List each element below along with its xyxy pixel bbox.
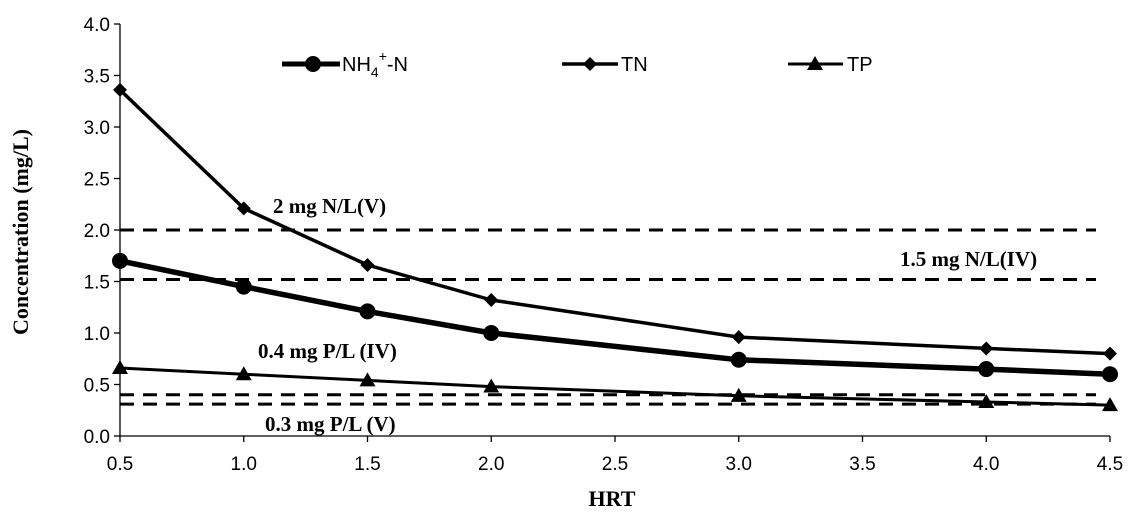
y-tick-label-1: 0.5	[84, 376, 110, 397]
point-nh4-0	[112, 252, 128, 269]
point-tn-4	[731, 330, 746, 345]
y-axis-title: Concentration (mg/L)	[8, 129, 33, 335]
legend-nh4-tail: -N	[387, 54, 408, 76]
point-tp-2	[359, 372, 376, 387]
legend: NH4+-N TN TP	[282, 48, 873, 80]
legend-label-nh4: NH4+-N	[342, 48, 408, 80]
y-tick-label-0: 0.0	[84, 427, 110, 448]
point-tn-5	[979, 341, 994, 356]
x-tick-label-5: 3.0	[726, 454, 752, 475]
point-tp-3	[483, 378, 500, 393]
x-tick-label-6: 3.5	[849, 454, 875, 475]
series-tn	[113, 82, 1117, 361]
point-tp-4	[730, 387, 747, 402]
series-tp	[112, 360, 1118, 412]
x-tick-label-3: 2.0	[478, 454, 504, 475]
point-nh4-5	[978, 361, 995, 378]
legend-nh4-main: NH	[342, 54, 371, 76]
point-tp-0	[112, 360, 128, 375]
point-nh4-2	[359, 303, 376, 320]
point-tp-6	[1102, 397, 1118, 412]
x-tick-label-7: 4.0	[973, 454, 999, 475]
y-tick-label-4: 2.0	[84, 221, 110, 242]
legend-nh4-sup: +	[379, 48, 387, 64]
series-nh4	[112, 252, 1118, 383]
point-nh4-1	[235, 278, 252, 295]
point-tp-5	[978, 394, 995, 409]
series-layer	[112, 82, 1118, 412]
y-tick-label-2: 1.0	[84, 324, 110, 345]
x-tick-label-8: 4.5	[1097, 454, 1123, 475]
ref-label-p-v: 0.3 mg P/L (V)	[265, 412, 396, 436]
x-tick-label-1: 1.0	[231, 454, 257, 475]
y-tick-label-3: 1.5	[84, 273, 110, 294]
point-tn-0	[113, 82, 127, 97]
series-line-tp	[119, 366, 1111, 407]
legend-label-tn: TN	[621, 54, 648, 76]
legend-marker-tn	[583, 57, 597, 71]
x-tick-label-0: 0.5	[107, 454, 133, 475]
point-tn-3	[484, 293, 499, 308]
x-tick-label-4: 2.5	[602, 454, 628, 475]
y-tick-label-5: 2.5	[84, 170, 110, 191]
x-tick-label-2: 1.5	[354, 454, 380, 475]
reference-lines	[120, 228, 1096, 406]
series-line-tn	[118, 88, 1111, 356]
legend-label-tp: TP	[847, 54, 873, 76]
y-tick-label-6: 3.0	[84, 118, 110, 139]
point-tn-1	[236, 201, 251, 216]
point-nh4-4	[730, 351, 747, 368]
point-tp-1	[235, 366, 252, 381]
ref-label-n-v: 2 mg N/L(V)	[273, 194, 386, 218]
point-nh4-3	[483, 325, 500, 341]
point-tn-2	[360, 258, 375, 273]
axes: 0.0 0.5 1.0 1.5 2.0 2.5 3.0 3.5 4.0 0.5 1.0 1.5 2.0 2…	[84, 15, 1124, 475]
legend-marker-nh4	[305, 56, 321, 72]
point-nh4-6	[1102, 366, 1118, 383]
y-tick-label-8: 4.0	[84, 15, 110, 36]
y-tick-label-7: 3.5	[84, 67, 110, 88]
point-tn-6	[1103, 346, 1117, 361]
legend-marker-tp	[807, 56, 823, 70]
legend-nh4-sub: 4	[371, 64, 379, 80]
x-axis-title: HRT	[589, 486, 636, 511]
ref-label-p-iv: 0.4 mg P/L (IV)	[258, 339, 397, 363]
ref-label-n-iv: 1.5 mg N/L(IV)	[900, 247, 1037, 271]
